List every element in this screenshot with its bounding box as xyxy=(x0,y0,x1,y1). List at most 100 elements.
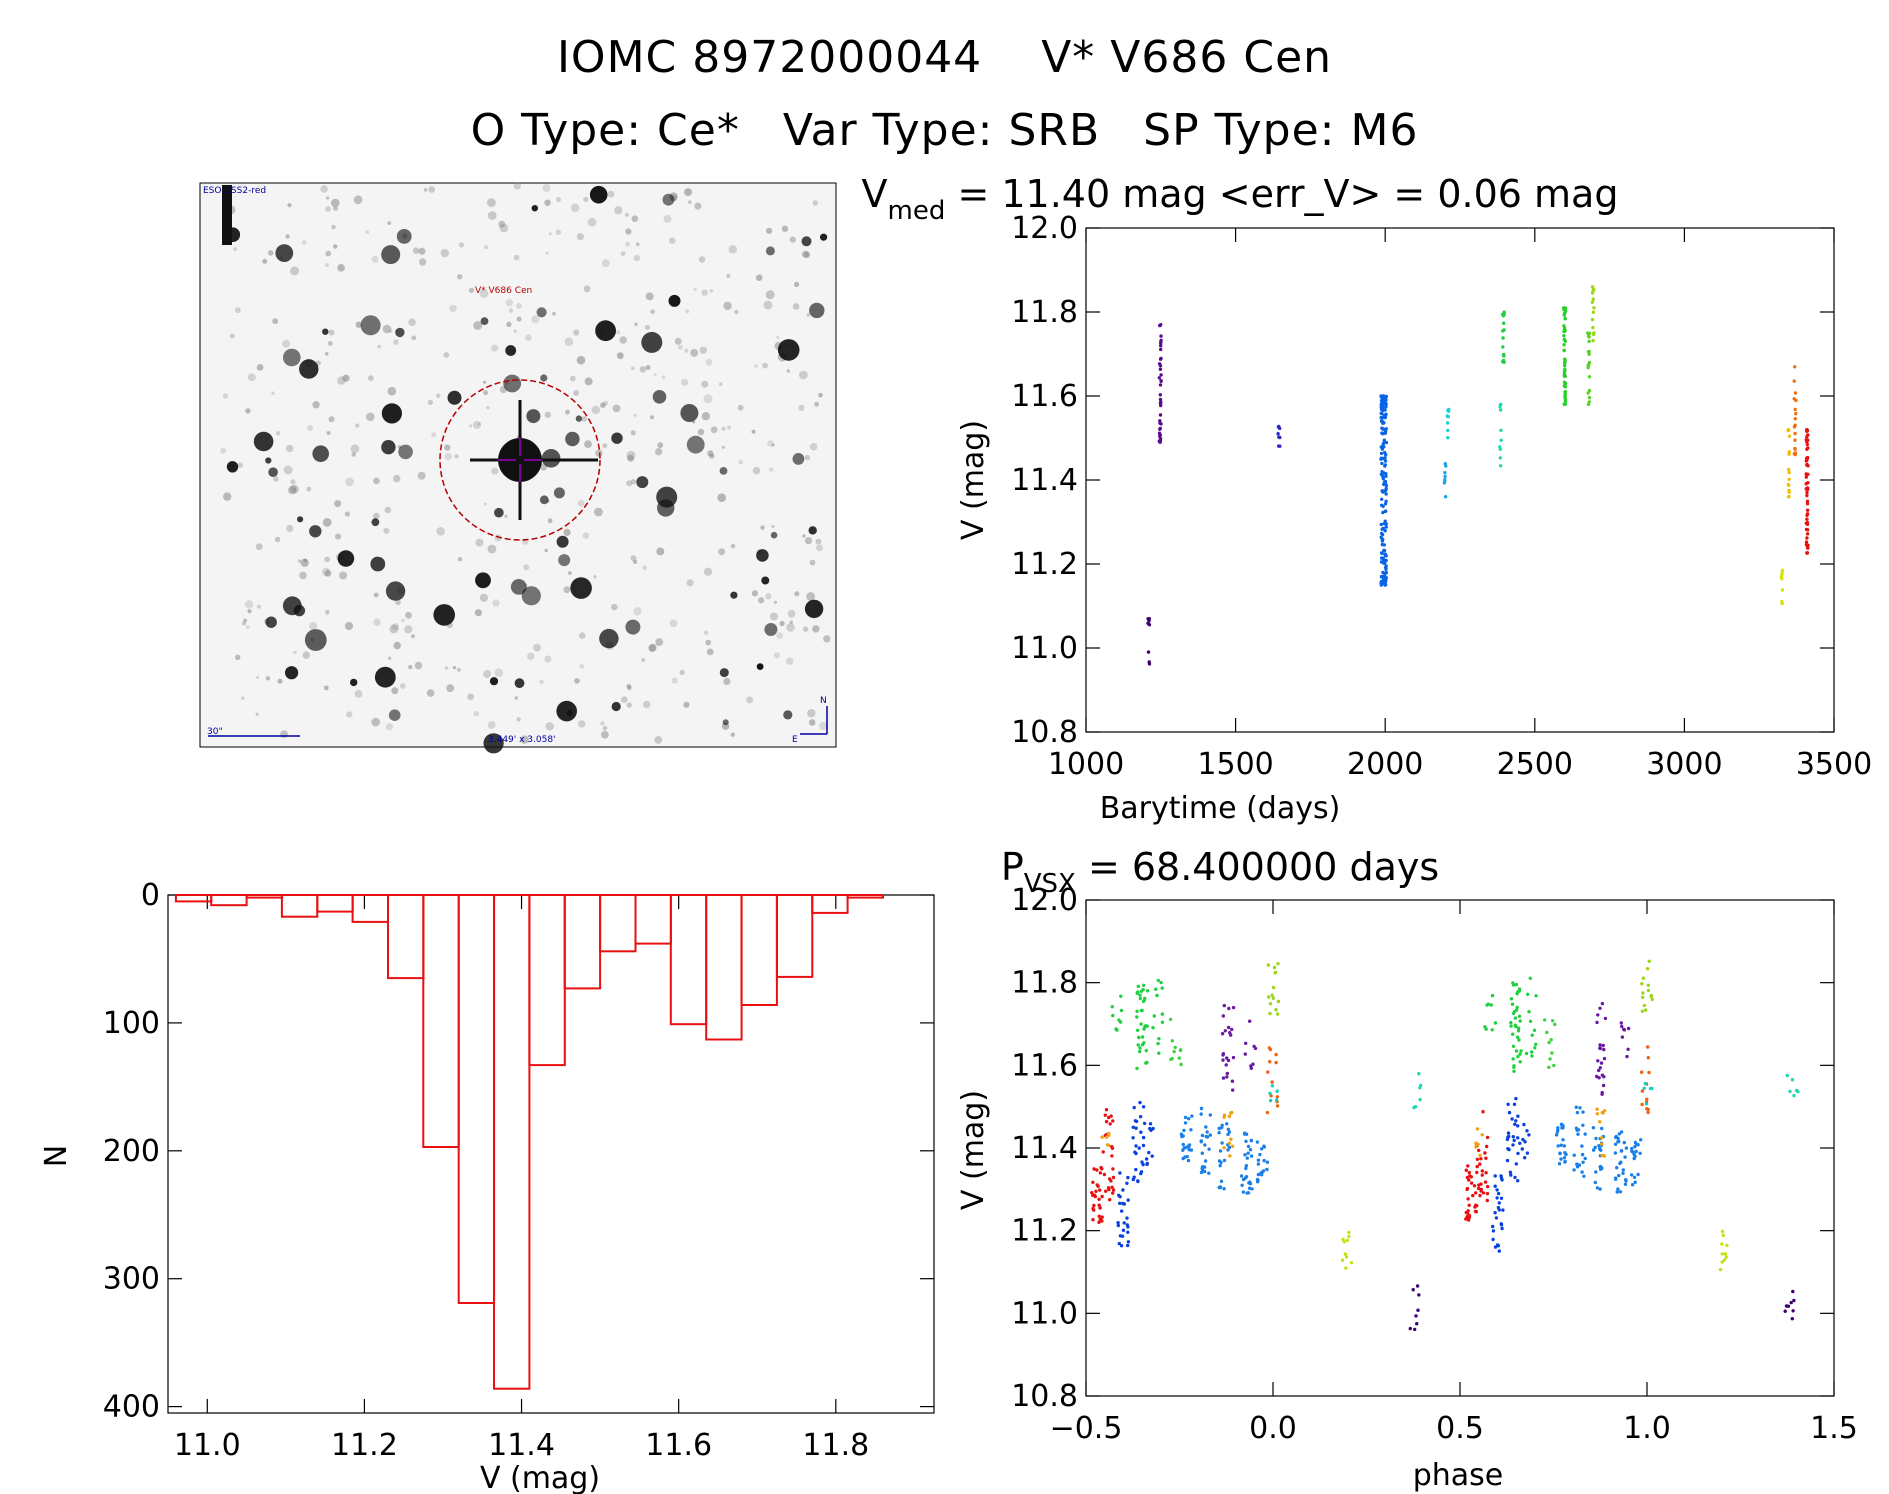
phase-point xyxy=(1144,1060,1149,1065)
faint-star xyxy=(331,224,336,230)
lightcurve-point xyxy=(1381,570,1385,575)
lightcurve-point xyxy=(1563,369,1567,373)
phase-point xyxy=(1121,1201,1125,1206)
faint-star xyxy=(331,198,340,208)
phase-point xyxy=(1581,1160,1585,1165)
lightcurve-point xyxy=(1384,492,1388,496)
faint-star xyxy=(583,285,591,293)
phase-point xyxy=(1598,1043,1602,1047)
bright-star xyxy=(322,328,329,335)
lightcurve-point xyxy=(1793,446,1797,451)
faint-star xyxy=(287,203,292,208)
phase-point xyxy=(1245,1156,1250,1160)
phase-point xyxy=(1646,988,1651,993)
phase-point xyxy=(1091,1206,1095,1211)
phase-point xyxy=(1418,1086,1422,1090)
bright-star xyxy=(553,487,565,499)
phase-xtick-label: 1.5 xyxy=(1810,1411,1858,1446)
lightcurve-point xyxy=(1805,442,1810,447)
faint-star xyxy=(555,229,561,235)
phase-point xyxy=(1596,1013,1600,1017)
faint-star xyxy=(686,579,694,587)
phase-point xyxy=(1523,1156,1527,1160)
bright-star xyxy=(253,431,274,452)
faint-star xyxy=(709,289,713,293)
lightcurve-point xyxy=(1384,570,1389,575)
phase-point xyxy=(1111,1167,1115,1171)
phase-point xyxy=(1514,1119,1518,1123)
bright-star xyxy=(539,495,549,505)
lightcurve-point xyxy=(1805,435,1809,439)
phase-point xyxy=(1111,1175,1116,1180)
lightcurve-point xyxy=(1383,431,1388,435)
phase-point xyxy=(1122,1221,1126,1225)
phase-point xyxy=(1515,1005,1519,1010)
phase-point xyxy=(1511,1135,1516,1139)
phase-point xyxy=(1527,1133,1531,1137)
faint-star xyxy=(324,352,329,356)
phase-point xyxy=(1641,991,1645,995)
phase-point xyxy=(1583,1156,1587,1161)
phase-point xyxy=(1517,1014,1522,1018)
histogram-bar xyxy=(740,894,778,1006)
phase-point xyxy=(1506,1147,1510,1151)
phase-point xyxy=(1483,1025,1487,1029)
phase-point xyxy=(1478,1162,1482,1166)
bright-star xyxy=(385,581,406,601)
faint-star xyxy=(255,543,263,551)
phase-point xyxy=(1613,1176,1618,1180)
faint-star xyxy=(351,452,356,457)
phase-point xyxy=(1170,1056,1174,1061)
faint-star xyxy=(706,648,714,656)
phase-point xyxy=(1142,983,1146,987)
bright-star xyxy=(641,331,663,353)
phase-point xyxy=(1270,1084,1275,1088)
phase-point xyxy=(1344,1266,1348,1270)
phase-point xyxy=(1136,1043,1140,1047)
faint-star xyxy=(746,696,754,704)
histogram-bar xyxy=(280,894,319,918)
lightcurve-point xyxy=(1379,457,1383,461)
phase-point xyxy=(1261,1169,1266,1173)
phase-point xyxy=(1225,1056,1229,1060)
phase-point xyxy=(1564,1152,1568,1157)
faint-star xyxy=(229,333,235,339)
faint-star xyxy=(583,196,589,202)
lightcurve-point xyxy=(1159,379,1163,383)
phase-point xyxy=(1619,1021,1624,1025)
bright-star xyxy=(299,359,319,379)
phase-point xyxy=(1200,1151,1205,1155)
faint-star xyxy=(582,532,590,539)
phase-point xyxy=(1516,1114,1520,1118)
phase-point xyxy=(1266,963,1271,967)
faint-star xyxy=(245,625,250,630)
phase-point xyxy=(1098,1206,1102,1210)
phase-point xyxy=(1596,1059,1600,1063)
phase-point xyxy=(1222,1158,1227,1163)
phase-point xyxy=(1179,1062,1183,1067)
faint-star xyxy=(483,390,489,396)
phase-point xyxy=(1574,1126,1579,1130)
phase-point xyxy=(1789,1300,1793,1305)
lightcurve-ytick-label: 12.0 xyxy=(1011,211,1078,246)
histogram-bar xyxy=(846,894,884,899)
phase-point xyxy=(1345,1238,1350,1243)
phase-point xyxy=(1464,1168,1469,1172)
phase-point xyxy=(1479,1187,1484,1192)
phase-point xyxy=(1142,998,1147,1002)
phase-point xyxy=(1553,1022,1557,1027)
lightcurve-point xyxy=(1380,411,1384,415)
lightcurve-point xyxy=(1383,450,1387,455)
phase-point xyxy=(1104,1189,1108,1193)
phase-point xyxy=(1552,1063,1556,1068)
bright-star xyxy=(293,604,306,617)
histogram-frame xyxy=(167,894,935,1414)
lightcurve-point xyxy=(1379,575,1384,579)
faint-star xyxy=(717,493,726,503)
lightcurve-point xyxy=(1384,488,1388,492)
lightcurve-point xyxy=(1562,324,1566,328)
phase-ytick-label: 11.4 xyxy=(1011,1131,1078,1166)
histogram-xlabel: V (mag) xyxy=(480,1461,600,1494)
lightcurve-point xyxy=(1805,463,1809,467)
histogram-bar xyxy=(210,894,248,907)
